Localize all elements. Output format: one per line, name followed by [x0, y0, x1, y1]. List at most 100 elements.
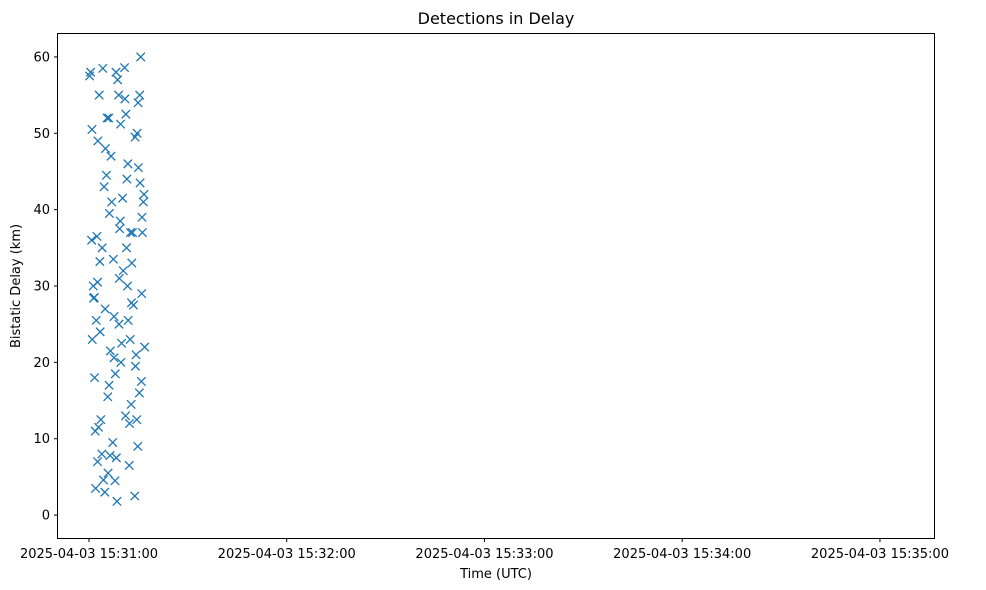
- detection-marker: [120, 94, 130, 104]
- y-axis-ticks: 0 10 20 30 40 50 60: [33, 50, 58, 524]
- detection-marker: [98, 63, 108, 74]
- detection-marker: [135, 90, 145, 100]
- detection-marker: [116, 338, 127, 348]
- detection-marker: [122, 174, 132, 184]
- detection-marker: [102, 113, 112, 123]
- detection-marker: [95, 327, 105, 337]
- detection-marker: [111, 67, 121, 77]
- detection-marker: [134, 388, 145, 398]
- detection-marker: [135, 178, 145, 188]
- y-axis-label: Bistatic Delay (km): [9, 224, 24, 348]
- x-axis-label: Time (UTC): [459, 567, 532, 582]
- detection-marker: [127, 227, 138, 238]
- x-tick-label: 2025-04-03 15:33:00: [415, 547, 553, 562]
- detection-marker: [137, 212, 147, 222]
- detection-marker: [121, 109, 131, 119]
- detection-marker: [112, 75, 123, 85]
- detection-marker: [92, 456, 103, 467]
- detection-marker: [110, 369, 121, 379]
- x-axis-ticks: 2025-04-03 15:31:00 2025-04-03 15:32:00 20…: [20, 538, 949, 562]
- detection-marker: [93, 136, 103, 146]
- y-tick-label: 0: [42, 509, 50, 524]
- detection-marker: [123, 315, 133, 326]
- detection-marker: [118, 266, 128, 276]
- detection-marker: [115, 216, 125, 226]
- detection-marker: [133, 441, 143, 452]
- detection-marker: [92, 231, 102, 242]
- detection-marker: [106, 151, 116, 161]
- detection-marker: [104, 380, 114, 390]
- detection-marker: [121, 243, 132, 253]
- detection-marker: [109, 311, 119, 322]
- detection-marker: [103, 468, 113, 478]
- detection-marker: [99, 182, 109, 192]
- detection-marker: [122, 281, 133, 291]
- detection-marker: [114, 319, 124, 329]
- detection-marker: [112, 496, 122, 507]
- detection-marker: [114, 273, 124, 284]
- detection-marker: [130, 491, 140, 501]
- detection-marker: [137, 288, 147, 299]
- detection-marker: [120, 411, 131, 421]
- detection-marker: [94, 90, 104, 100]
- y-tick-label: 60: [33, 50, 50, 65]
- detection-marker: [137, 227, 148, 238]
- detection-marker: [98, 475, 109, 485]
- detection-marker: [90, 483, 101, 494]
- x-tick-label: 2025-04-03 15:32:00: [218, 547, 356, 562]
- detection-marker: [127, 258, 137, 268]
- detection-marker: [93, 422, 104, 432]
- detection-marker: [125, 227, 136, 238]
- detection-marker: [92, 277, 103, 287]
- detection-marker: [123, 159, 133, 169]
- detection-marker: [100, 487, 110, 497]
- detection-marker: [116, 357, 126, 368]
- detection-marker: [130, 361, 141, 371]
- y-tick-label: 50: [33, 127, 50, 142]
- detection-marker: [126, 298, 137, 308]
- y-tick-label: 40: [33, 203, 50, 218]
- detection-marker: [88, 293, 99, 303]
- detection-marker: [97, 243, 107, 253]
- detection-marker: [105, 346, 116, 356]
- detection-marker: [105, 450, 115, 461]
- detection-marker: [115, 119, 126, 129]
- detection-marker: [107, 197, 117, 207]
- detection-marker: [139, 189, 149, 200]
- detection-marker: [113, 90, 124, 100]
- detection-marker: [124, 418, 135, 429]
- y-tick-label: 10: [33, 432, 50, 447]
- detection-marker: [104, 113, 114, 123]
- detection-marker: [103, 392, 113, 402]
- chart-title: Detections in Delay: [418, 9, 575, 28]
- detection-marker: [130, 132, 140, 142]
- detection-marker: [86, 235, 97, 245]
- y-tick-label: 20: [33, 356, 50, 371]
- detection-marker: [108, 437, 118, 448]
- detection-marker: [87, 334, 97, 345]
- detection-marker: [138, 197, 149, 207]
- detection-marker: [110, 476, 120, 486]
- detection-marker: [133, 162, 144, 173]
- detection-marker: [95, 256, 105, 267]
- detection-marker: [126, 399, 136, 410]
- detection-marker: [101, 170, 112, 180]
- detection-marker: [104, 208, 115, 219]
- detection-marker: [108, 254, 119, 264]
- detection-marker: [117, 193, 128, 203]
- detection-marker: [100, 143, 111, 154]
- x-tick-label: 2025-04-03 15:35:00: [811, 547, 949, 562]
- detection-marker: [136, 52, 146, 62]
- data-markers: [84, 52, 150, 507]
- detection-marker: [119, 62, 130, 73]
- detection-marker: [89, 372, 100, 383]
- detection-marker: [97, 449, 107, 459]
- detection-marker: [133, 98, 143, 108]
- detection-marker: [84, 71, 95, 81]
- detection-marker: [87, 124, 97, 135]
- y-tick-label: 30: [33, 280, 50, 295]
- detection-marker: [96, 414, 106, 425]
- detection-marker: [132, 414, 142, 425]
